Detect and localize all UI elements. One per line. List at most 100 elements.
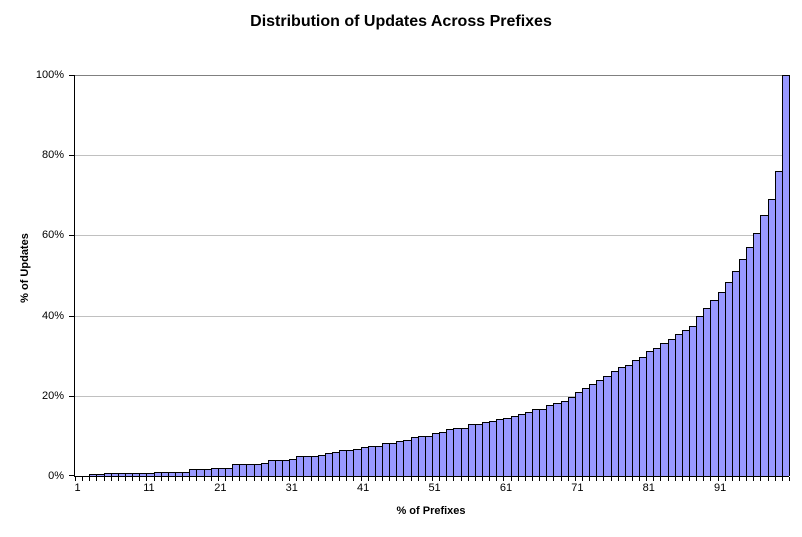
x-tick bbox=[332, 477, 333, 481]
x-tick bbox=[353, 477, 354, 481]
x-tick bbox=[589, 477, 590, 481]
x-tick bbox=[218, 477, 219, 481]
x-tick-label: 1 bbox=[74, 482, 81, 494]
x-tick bbox=[168, 477, 169, 481]
y-tick bbox=[69, 235, 75, 236]
x-tick-label: 51 bbox=[428, 482, 441, 494]
x-tick bbox=[368, 477, 369, 481]
x-tick bbox=[289, 477, 290, 481]
x-tick bbox=[268, 477, 269, 481]
x-tick bbox=[111, 477, 112, 481]
x-tick bbox=[182, 477, 183, 481]
x-tick bbox=[753, 477, 754, 481]
x-tick bbox=[646, 477, 647, 481]
x-tick bbox=[175, 477, 176, 481]
x-tick bbox=[411, 477, 412, 481]
x-tick bbox=[653, 477, 654, 481]
x-tick-label: 91 bbox=[714, 482, 727, 494]
x-tick bbox=[710, 477, 711, 481]
x-tick bbox=[718, 477, 719, 481]
y-tick-label: 60% bbox=[41, 229, 64, 241]
x-tick bbox=[561, 477, 562, 481]
x-tick bbox=[96, 477, 97, 481]
x-tick bbox=[396, 477, 397, 481]
x-tick bbox=[425, 477, 426, 481]
x-tick bbox=[511, 477, 512, 481]
x-tick bbox=[489, 477, 490, 481]
x-axis-title: % of Prefixes bbox=[396, 505, 466, 517]
x-tick bbox=[104, 477, 105, 481]
x-tick bbox=[689, 477, 690, 481]
x-tick bbox=[211, 477, 212, 481]
x-tick bbox=[146, 477, 147, 481]
y-tick bbox=[69, 155, 75, 156]
x-tick bbox=[660, 477, 661, 481]
x-tick bbox=[582, 477, 583, 481]
x-tick bbox=[475, 477, 476, 481]
x-tick bbox=[254, 477, 255, 481]
x-tick bbox=[668, 477, 669, 481]
x-tick bbox=[125, 477, 126, 481]
x-tick bbox=[261, 477, 262, 481]
x-tick-label: 41 bbox=[357, 482, 370, 494]
x-tick bbox=[75, 477, 76, 481]
x-tick bbox=[446, 477, 447, 481]
x-tick-label: 71 bbox=[571, 482, 584, 494]
x-tick bbox=[296, 477, 297, 481]
gridline-100 bbox=[75, 75, 789, 76]
x-tick bbox=[782, 477, 783, 481]
x-tick bbox=[525, 477, 526, 481]
x-tick bbox=[596, 477, 597, 481]
gridline-40 bbox=[75, 316, 789, 317]
y-tick bbox=[69, 75, 75, 76]
x-tick bbox=[361, 477, 362, 481]
y-tick-label: 100% bbox=[35, 69, 64, 81]
y-tick-label: 80% bbox=[41, 149, 64, 161]
x-tick bbox=[503, 477, 504, 481]
y-tick bbox=[69, 396, 75, 397]
x-tick bbox=[311, 477, 312, 481]
x-tick bbox=[682, 477, 683, 481]
x-tick bbox=[189, 477, 190, 481]
x-tick bbox=[346, 477, 347, 481]
x-tick bbox=[389, 477, 390, 481]
x-tick bbox=[625, 477, 626, 481]
x-tick bbox=[139, 477, 140, 481]
plot-area bbox=[69, 75, 790, 481]
x-tick bbox=[675, 477, 676, 481]
x-tick bbox=[575, 477, 576, 481]
x-tick bbox=[132, 477, 133, 481]
x-tick bbox=[375, 477, 376, 481]
x-tick bbox=[318, 477, 319, 481]
y-axis-title: % of Updates bbox=[19, 233, 31, 303]
x-tick bbox=[239, 477, 240, 481]
y-tick-label: 0% bbox=[48, 470, 64, 482]
x-tick bbox=[89, 477, 90, 481]
x-tick bbox=[439, 477, 440, 481]
x-tick bbox=[696, 477, 697, 481]
x-tick bbox=[204, 477, 205, 481]
x-tick bbox=[703, 477, 704, 481]
x-tick bbox=[82, 477, 83, 481]
x-tick-label: 11 bbox=[143, 482, 155, 494]
x-tick-label: 31 bbox=[285, 482, 298, 494]
x-tick bbox=[518, 477, 519, 481]
x-tick-label: 81 bbox=[642, 482, 655, 494]
chart-title: Distribution of Updates Across Prefixes bbox=[250, 13, 552, 30]
x-tick bbox=[461, 477, 462, 481]
x-tick bbox=[418, 477, 419, 481]
gridline-60 bbox=[75, 235, 789, 236]
x-tick bbox=[603, 477, 604, 481]
x-tick bbox=[482, 477, 483, 481]
x-tick bbox=[746, 477, 747, 481]
x-tick bbox=[632, 477, 633, 481]
bar-prefix-100 bbox=[782, 75, 790, 476]
x-tick bbox=[303, 477, 304, 481]
x-tick bbox=[232, 477, 233, 481]
x-tick bbox=[161, 477, 162, 481]
x-tick bbox=[611, 477, 612, 481]
x-tick bbox=[546, 477, 547, 481]
x-tick bbox=[339, 477, 340, 481]
x-tick bbox=[196, 477, 197, 481]
